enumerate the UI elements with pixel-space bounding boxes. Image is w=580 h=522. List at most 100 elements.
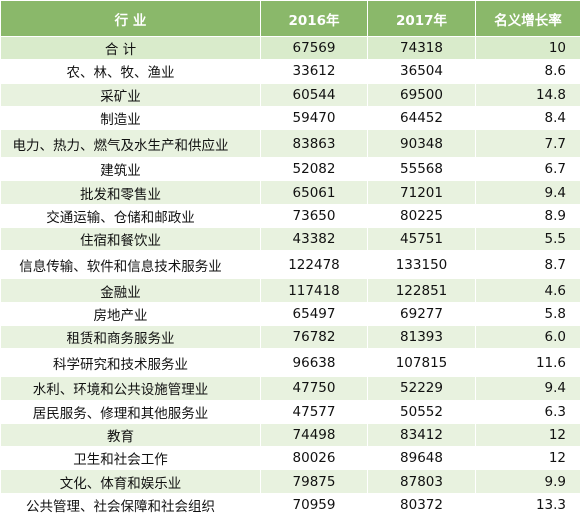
cell-industry: 文化、体育和娱乐业 <box>0 469 261 494</box>
cell-2016: 70959 <box>260 492 368 518</box>
cell-industry: 水利、环境和公共设施管理业 <box>0 376 261 401</box>
header-growth: 名义增长率 <box>475 0 580 37</box>
cell-2017: 69277 <box>367 301 476 326</box>
table-header: 行 业 2016年 2017年 名义增长率 <box>0 0 580 37</box>
cell-growth: 11.6 <box>475 348 580 378</box>
cell-2017: 74318 <box>367 35 476 61</box>
table-row: 合 计 67569 74318 10 <box>0 35 580 61</box>
cell-2016: 96638 <box>260 348 368 378</box>
cell-industry: 住宿和餐饮业 <box>0 227 261 252</box>
cell-2017: 89648 <box>367 446 476 471</box>
cell-2016: 73650 <box>260 203 368 229</box>
cell-2017: 80372 <box>367 492 476 518</box>
cell-growth: 9.4 <box>475 376 580 401</box>
cell-growth: 7.7 <box>475 129 580 159</box>
table-row: 农、林、牧、渔业 33612 36504 8.6 <box>0 59 580 84</box>
cell-2017: 122851 <box>367 278 476 303</box>
cell-industry: 科学研究和技术服务业 <box>0 348 261 378</box>
cell-growth: 12 <box>475 446 580 471</box>
cell-2017: 55568 <box>367 157 476 182</box>
cell-2017: 133150 <box>367 250 476 280</box>
cell-2017: 83412 <box>367 422 476 448</box>
table-row: 住宿和餐饮业 43382 45751 5.5 <box>0 227 580 252</box>
header-2017: 2017年 <box>367 0 476 37</box>
cell-2017: 50552 <box>367 399 476 424</box>
cell-growth: 14.8 <box>475 82 580 107</box>
table-row: 电力、热力、燃气及水生产和供应业 83863 90348 7.7 <box>0 129 580 159</box>
cell-2017: 64452 <box>367 105 476 131</box>
cell-2017: 90348 <box>367 129 476 159</box>
table-row: 科学研究和技术服务业 96638 107815 11.6 <box>0 348 580 378</box>
cell-2017: 71201 <box>367 180 476 205</box>
table-body: 合 计 67569 74318 10 农、林、牧、渔业 33612 36504 8.6 采矿业 6… <box>0 35 580 518</box>
cell-2016: 74498 <box>260 422 368 448</box>
cell-industry: 公共管理、社会保障和社会组织 <box>0 492 261 518</box>
cell-2016: 33612 <box>260 59 368 84</box>
cell-2017: 107815 <box>367 348 476 378</box>
cell-growth: 8.9 <box>475 203 580 229</box>
cell-2017: 52229 <box>367 376 476 401</box>
cell-2017: 36504 <box>367 59 476 84</box>
cell-growth: 4.6 <box>475 278 580 303</box>
cell-2016: 65061 <box>260 180 368 205</box>
header-row: 行 业 2016年 2017年 名义增长率 <box>0 0 580 37</box>
cell-2017: 80225 <box>367 203 476 229</box>
cell-growth: 6.7 <box>475 157 580 182</box>
cell-growth: 6.3 <box>475 399 580 424</box>
cell-2016: 47750 <box>260 376 368 401</box>
cell-growth: 5.5 <box>475 227 580 252</box>
header-2016: 2016年 <box>260 0 368 37</box>
cell-2016: 122478 <box>260 250 368 280</box>
cell-industry: 信息传输、软件和信息技术服务业 <box>0 250 261 280</box>
cell-industry: 教育 <box>0 422 261 448</box>
cell-2016: 67569 <box>260 35 368 61</box>
cell-industry: 批发和零售业 <box>0 180 261 205</box>
table-row: 交通运输、仓储和邮政业 73650 80225 8.9 <box>0 203 580 229</box>
cell-2016: 43382 <box>260 227 368 252</box>
cell-growth: 9.9 <box>475 469 580 494</box>
cell-industry: 租赁和商务服务业 <box>0 324 261 350</box>
table-row: 建筑业 52082 55568 6.7 <box>0 157 580 182</box>
cell-industry: 采矿业 <box>0 82 261 107</box>
cell-industry: 制造业 <box>0 105 261 131</box>
table-row: 采矿业 60544 69500 14.8 <box>0 82 580 107</box>
cell-2017: 69500 <box>367 82 476 107</box>
table-row: 信息传输、软件和信息技术服务业 122478 133150 8.7 <box>0 250 580 280</box>
table-row: 金融业 117418 122851 4.6 <box>0 278 580 303</box>
cell-industry: 建筑业 <box>0 157 261 182</box>
cell-industry: 合 计 <box>0 35 261 61</box>
cell-growth: 5.8 <box>475 301 580 326</box>
table-row: 文化、体育和娱乐业 79875 87803 9.9 <box>0 469 580 494</box>
cell-growth: 8.6 <box>475 59 580 84</box>
table-row: 批发和零售业 65061 71201 9.4 <box>0 180 580 205</box>
cell-2016: 83863 <box>260 129 368 159</box>
cell-2017: 87803 <box>367 469 476 494</box>
cell-2016: 52082 <box>260 157 368 182</box>
cell-growth: 8.7 <box>475 250 580 280</box>
cell-industry: 交通运输、仓储和邮政业 <box>0 203 261 229</box>
cell-2016: 117418 <box>260 278 368 303</box>
cell-industry: 居民服务、修理和其他服务业 <box>0 399 261 424</box>
cell-2016: 60544 <box>260 82 368 107</box>
cell-2016: 65497 <box>260 301 368 326</box>
cell-industry: 金融业 <box>0 278 261 303</box>
cell-2016: 59470 <box>260 105 368 131</box>
cell-growth: 9.4 <box>475 180 580 205</box>
cell-growth: 12 <box>475 422 580 448</box>
cell-industry: 农、林、牧、渔业 <box>0 59 261 84</box>
cell-growth: 13.3 <box>475 492 580 518</box>
table-row: 居民服务、修理和其他服务业 47577 50552 6.3 <box>0 399 580 424</box>
table-row: 租赁和商务服务业 76782 81393 6.0 <box>0 324 580 350</box>
cell-2017: 45751 <box>367 227 476 252</box>
table-row: 公共管理、社会保障和社会组织 70959 80372 13.3 <box>0 492 580 518</box>
cell-2017: 81393 <box>367 324 476 350</box>
cell-2016: 80026 <box>260 446 368 471</box>
table-row: 教育 74498 83412 12 <box>0 422 580 448</box>
cell-growth: 10 <box>475 35 580 61</box>
table-row: 水利、环境和公共设施管理业 47750 52229 9.4 <box>0 376 580 401</box>
header-industry: 行 业 <box>0 0 261 37</box>
cell-growth: 6.0 <box>475 324 580 350</box>
cell-2016: 47577 <box>260 399 368 424</box>
cell-industry: 房地产业 <box>0 301 261 326</box>
